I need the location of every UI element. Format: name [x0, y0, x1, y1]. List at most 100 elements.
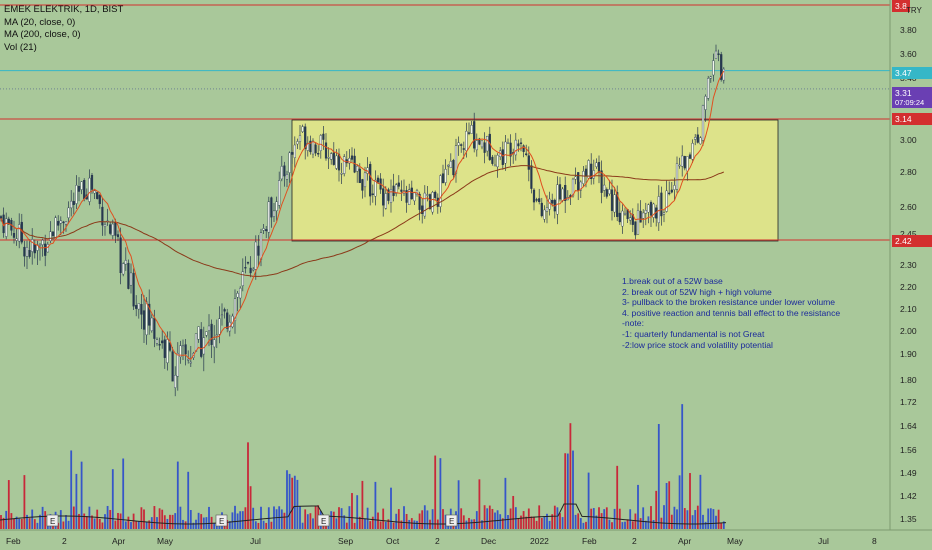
x-tick-label: Feb: [6, 536, 21, 546]
volume-bar: [501, 518, 504, 529]
candle-body: [371, 193, 374, 195]
volume-bar: [551, 514, 554, 529]
volume-bar: [358, 516, 361, 529]
candle-body: [270, 197, 273, 218]
volume-bar: [533, 516, 535, 529]
volume-bar: [44, 511, 47, 529]
candle-body: [623, 212, 627, 215]
candle-body: [408, 189, 411, 205]
volume-bar: [559, 513, 561, 529]
volume-bar: [39, 514, 41, 529]
volume-bar: [41, 506, 44, 529]
volume-bar: [10, 513, 13, 529]
legend-vol[interactable]: Vol (21): [4, 41, 37, 53]
candle-body: [369, 164, 372, 197]
legend-title[interactable]: EMEK ELEKTRIK, 1D, BIST: [4, 4, 124, 15]
volume-bar: [507, 515, 509, 529]
volume-bar: [371, 516, 374, 529]
candle-body: [59, 220, 62, 224]
candle-body: [678, 164, 681, 167]
candle-body: [475, 140, 478, 151]
candle-body: [691, 143, 694, 160]
volume-bar: [699, 474, 702, 529]
candle-body: [358, 168, 361, 184]
volume-bar: [189, 509, 192, 529]
candle-body: [202, 337, 205, 355]
candle-body: [127, 262, 130, 289]
earnings-box: [215, 514, 228, 527]
volume-bar: [7, 480, 10, 529]
y-tick-label: 2.20: [900, 282, 917, 292]
candle-body: [267, 201, 270, 233]
volume-bar: [382, 508, 385, 529]
candle-body: [496, 154, 499, 168]
volume-bar: [384, 521, 387, 529]
volume-bar: [361, 480, 364, 529]
x-tick-label: 2022: [530, 536, 549, 546]
legend-ma20[interactable]: MA (20, close, 0): [4, 16, 76, 28]
candle-body: [527, 155, 530, 170]
volume-bar: [291, 477, 294, 529]
volume-bar: [228, 521, 231, 529]
volume-bar: [491, 508, 494, 529]
candle-body: [184, 344, 187, 355]
candle-body: [158, 344, 161, 346]
volume-bar: [611, 522, 613, 529]
candle-body: [262, 228, 265, 231]
volume-bar: [686, 510, 689, 529]
candle-body: [93, 190, 96, 194]
candle-body: [101, 206, 104, 226]
candle-body: [493, 164, 497, 167]
last-price-tag: 3.31: [892, 87, 932, 99]
volume-bar: [270, 521, 273, 529]
analysis-note[interactable]: 1.break out of a 52W base 2. break out o…: [622, 276, 840, 350]
candle-body: [603, 184, 606, 191]
candle-body: [392, 185, 395, 196]
legend-ma200[interactable]: MA (200, close, 0): [4, 29, 81, 40]
candle-body: [525, 153, 528, 155]
volume-bar: [75, 473, 78, 529]
x-tick-label: Jul: [250, 536, 261, 546]
volume-bar: [234, 505, 236, 529]
candle-body: [410, 187, 413, 200]
candle-body: [155, 339, 159, 344]
volume-bar: [257, 522, 260, 529]
volume-bar: [670, 514, 673, 529]
candle-body: [382, 188, 385, 206]
volume-bar: [150, 517, 153, 529]
volume-bar: [520, 515, 522, 529]
volume-bar: [616, 465, 619, 529]
volume-bar: [546, 513, 548, 529]
volume-bar: [431, 509, 434, 529]
candle-body: [449, 161, 452, 168]
volume-bar: [309, 513, 312, 529]
note-line: -1: quarterly fundamental is not Great: [622, 328, 765, 339]
note-line: 2. break out of 52W high + high volume: [622, 286, 772, 297]
candle-body: [129, 272, 133, 286]
volume-bar: [78, 513, 80, 529]
earnings-box: [445, 514, 458, 527]
volume-bar: [626, 519, 629, 529]
volume-bar: [166, 518, 169, 529]
volume-bar: [148, 520, 151, 529]
candle-body: [720, 54, 723, 80]
cyan-price-tag: 3.47: [892, 67, 932, 79]
volume-bar: [566, 453, 569, 529]
volume-bar: [332, 511, 335, 529]
candle-body: [181, 345, 185, 347]
volume-bar: [478, 479, 481, 529]
volume-bar: [356, 495, 359, 529]
candle-body: [431, 192, 434, 213]
candle-body: [233, 298, 237, 321]
volume-bar: [720, 522, 723, 529]
volume-bar: [577, 513, 580, 529]
volume-bar: [36, 522, 39, 529]
volume-bar: [293, 475, 296, 529]
y-tick-label: 1.49: [900, 468, 917, 478]
volume-bar: [387, 519, 390, 529]
x-tick-label: May: [727, 536, 744, 546]
volume-bar: [564, 453, 567, 529]
volume-bar: [33, 519, 36, 529]
